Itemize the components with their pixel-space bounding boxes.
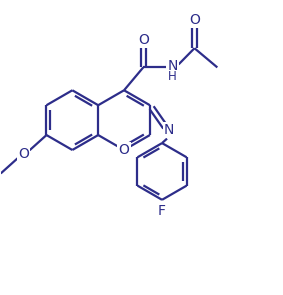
Text: O: O <box>119 143 130 157</box>
Text: O: O <box>138 32 149 47</box>
Text: N: N <box>168 59 178 73</box>
Text: O: O <box>189 13 200 27</box>
Text: F: F <box>158 204 166 218</box>
Text: N: N <box>164 123 174 137</box>
Text: O: O <box>18 147 29 161</box>
Text: H: H <box>168 70 177 83</box>
